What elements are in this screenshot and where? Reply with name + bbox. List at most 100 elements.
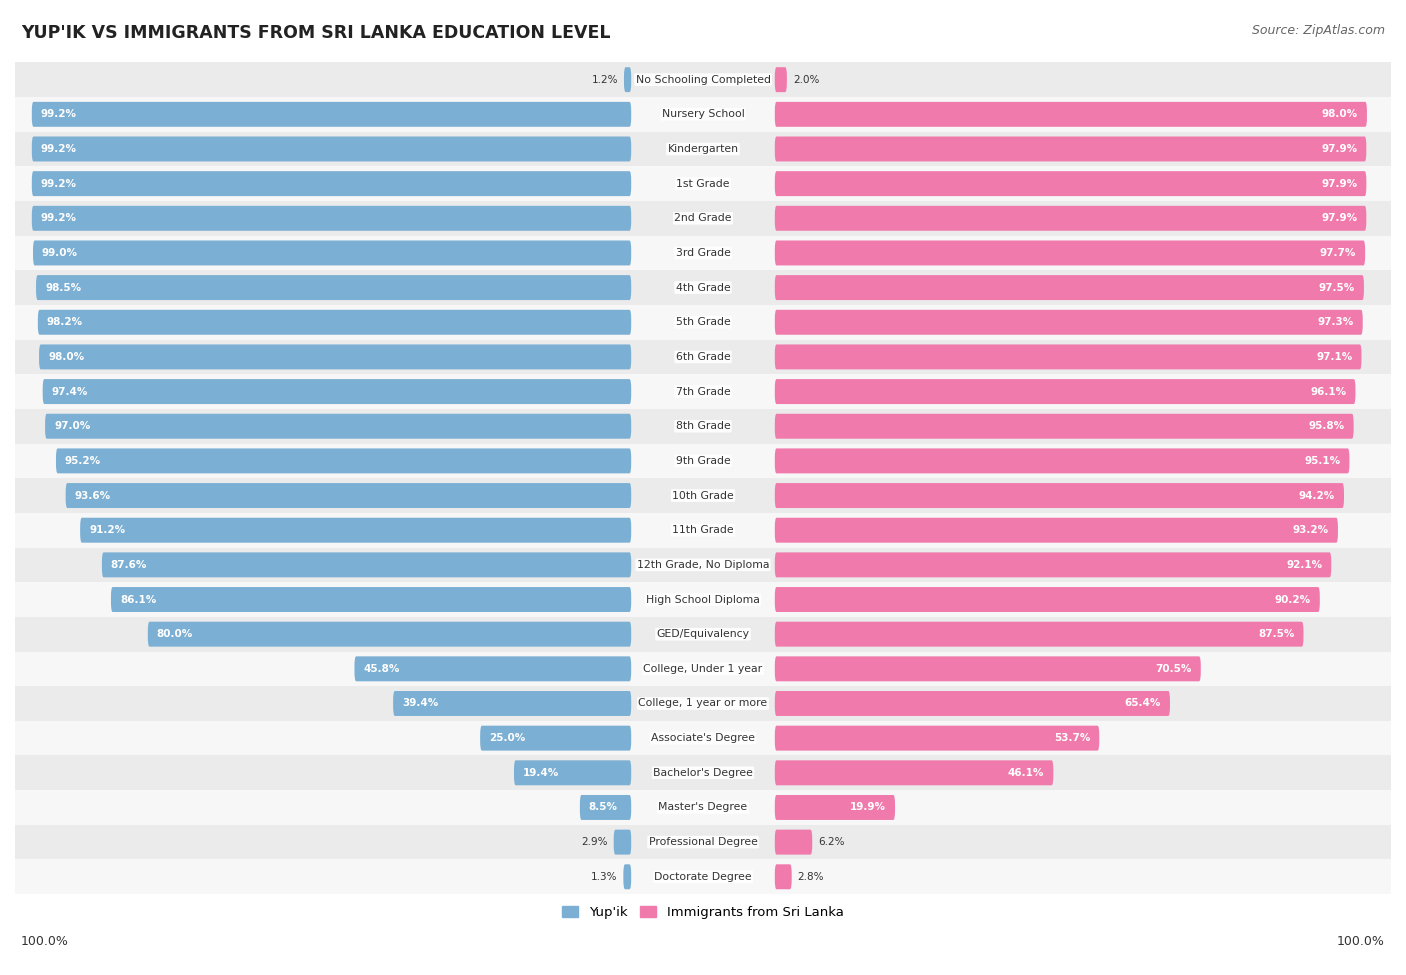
Text: 2.8%: 2.8% <box>797 872 824 881</box>
Text: 92.1%: 92.1% <box>1286 560 1322 569</box>
Text: 97.3%: 97.3% <box>1317 317 1354 328</box>
Bar <box>15 617 1391 651</box>
FancyBboxPatch shape <box>775 760 1053 785</box>
FancyBboxPatch shape <box>775 413 1354 439</box>
Text: Source: ZipAtlas.com: Source: ZipAtlas.com <box>1251 24 1385 37</box>
Text: 65.4%: 65.4% <box>1125 698 1161 709</box>
Text: 45.8%: 45.8% <box>363 664 399 674</box>
Text: 9th Grade: 9th Grade <box>676 456 730 466</box>
Text: 97.9%: 97.9% <box>1322 214 1357 223</box>
Text: 6.2%: 6.2% <box>818 838 845 847</box>
Bar <box>15 721 1391 756</box>
FancyBboxPatch shape <box>624 67 631 93</box>
Text: 2.9%: 2.9% <box>581 838 607 847</box>
Text: Nursery School: Nursery School <box>662 109 744 119</box>
FancyBboxPatch shape <box>775 691 1170 716</box>
Text: 2.0%: 2.0% <box>793 75 820 85</box>
Bar <box>15 825 1391 859</box>
Bar <box>15 478 1391 513</box>
FancyBboxPatch shape <box>775 622 1303 646</box>
FancyBboxPatch shape <box>37 275 631 300</box>
Text: 4th Grade: 4th Grade <box>676 283 730 292</box>
Text: College, 1 year or more: College, 1 year or more <box>638 698 768 709</box>
Text: 3rd Grade: 3rd Grade <box>675 248 731 258</box>
FancyBboxPatch shape <box>775 101 1367 127</box>
FancyBboxPatch shape <box>775 518 1339 543</box>
Text: Bachelor's Degree: Bachelor's Degree <box>652 767 754 778</box>
Text: 87.5%: 87.5% <box>1258 629 1295 640</box>
FancyBboxPatch shape <box>775 241 1365 265</box>
FancyBboxPatch shape <box>354 656 631 682</box>
Text: 95.1%: 95.1% <box>1305 456 1340 466</box>
Bar <box>15 790 1391 825</box>
FancyBboxPatch shape <box>775 172 1367 196</box>
Bar <box>15 339 1391 374</box>
FancyBboxPatch shape <box>111 587 631 612</box>
FancyBboxPatch shape <box>32 206 631 231</box>
Bar <box>15 582 1391 617</box>
FancyBboxPatch shape <box>101 553 631 577</box>
Legend: Yup'ik, Immigrants from Sri Lanka: Yup'ik, Immigrants from Sri Lanka <box>557 901 849 924</box>
Text: 86.1%: 86.1% <box>120 595 156 604</box>
Text: 8.5%: 8.5% <box>589 802 617 812</box>
FancyBboxPatch shape <box>479 725 631 751</box>
Text: 8th Grade: 8th Grade <box>676 421 730 431</box>
Text: 87.6%: 87.6% <box>111 560 148 569</box>
Bar <box>15 62 1391 97</box>
Text: 39.4%: 39.4% <box>402 698 439 709</box>
Text: 97.9%: 97.9% <box>1322 178 1357 188</box>
Text: 98.0%: 98.0% <box>48 352 84 362</box>
Text: 91.2%: 91.2% <box>89 526 125 535</box>
FancyBboxPatch shape <box>42 379 631 404</box>
Bar <box>15 651 1391 686</box>
FancyBboxPatch shape <box>775 830 813 855</box>
Text: GED/Equivalency: GED/Equivalency <box>657 629 749 640</box>
Text: 97.0%: 97.0% <box>53 421 90 431</box>
FancyBboxPatch shape <box>775 344 1361 370</box>
Text: College, Under 1 year: College, Under 1 year <box>644 664 762 674</box>
FancyBboxPatch shape <box>775 206 1367 231</box>
Bar <box>15 132 1391 167</box>
FancyBboxPatch shape <box>38 310 631 334</box>
Text: Associate's Degree: Associate's Degree <box>651 733 755 743</box>
FancyBboxPatch shape <box>623 864 631 889</box>
Text: 10th Grade: 10th Grade <box>672 490 734 500</box>
Text: 95.8%: 95.8% <box>1309 421 1344 431</box>
Text: 97.7%: 97.7% <box>1320 248 1357 258</box>
Text: 53.7%: 53.7% <box>1054 733 1090 743</box>
FancyBboxPatch shape <box>39 344 631 370</box>
Text: 90.2%: 90.2% <box>1275 595 1310 604</box>
FancyBboxPatch shape <box>32 101 631 127</box>
Text: Professional Degree: Professional Degree <box>648 838 758 847</box>
FancyBboxPatch shape <box>775 864 792 889</box>
Bar <box>15 201 1391 236</box>
FancyBboxPatch shape <box>66 483 631 508</box>
Text: 1.2%: 1.2% <box>592 75 619 85</box>
Text: 99.0%: 99.0% <box>42 248 77 258</box>
Text: 11th Grade: 11th Grade <box>672 526 734 535</box>
FancyBboxPatch shape <box>775 136 1367 162</box>
Bar <box>15 686 1391 721</box>
FancyBboxPatch shape <box>775 553 1331 577</box>
Text: Master's Degree: Master's Degree <box>658 802 748 812</box>
Text: 97.5%: 97.5% <box>1319 283 1355 292</box>
Text: Doctorate Degree: Doctorate Degree <box>654 872 752 881</box>
Bar <box>15 859 1391 894</box>
Bar <box>15 444 1391 478</box>
Text: 97.4%: 97.4% <box>52 386 89 397</box>
Bar <box>15 409 1391 444</box>
Text: 94.2%: 94.2% <box>1299 490 1336 500</box>
Text: 1.3%: 1.3% <box>591 872 617 881</box>
Text: 99.2%: 99.2% <box>41 214 77 223</box>
Text: 97.9%: 97.9% <box>1322 144 1357 154</box>
Text: 12th Grade, No Diploma: 12th Grade, No Diploma <box>637 560 769 569</box>
FancyBboxPatch shape <box>775 656 1201 682</box>
Text: 70.5%: 70.5% <box>1156 664 1192 674</box>
Text: 99.2%: 99.2% <box>41 178 77 188</box>
Text: 46.1%: 46.1% <box>1008 767 1045 778</box>
Text: 2nd Grade: 2nd Grade <box>675 214 731 223</box>
Text: No Schooling Completed: No Schooling Completed <box>636 75 770 85</box>
FancyBboxPatch shape <box>45 413 631 439</box>
Text: 99.2%: 99.2% <box>41 144 77 154</box>
Bar <box>15 97 1391 132</box>
